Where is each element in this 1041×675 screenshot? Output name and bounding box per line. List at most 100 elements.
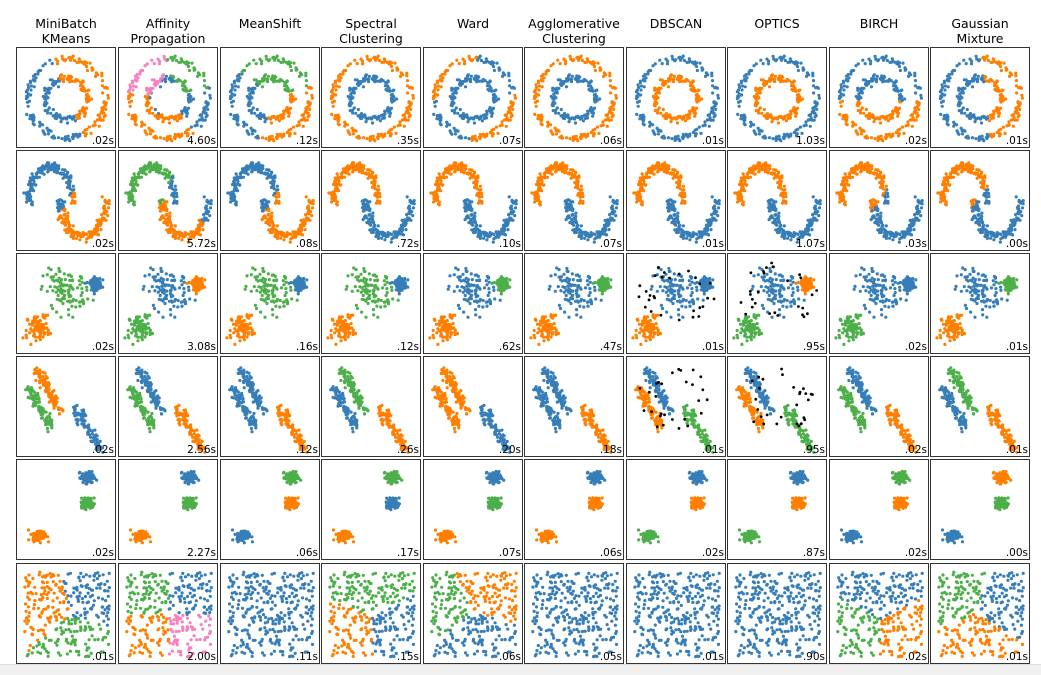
data-point xyxy=(256,108,259,111)
scatter-panel: .07s xyxy=(423,47,523,148)
data-point xyxy=(273,176,276,179)
data-point xyxy=(479,237,482,240)
data-point xyxy=(643,123,646,126)
data-point xyxy=(461,117,464,120)
data-point xyxy=(138,171,141,174)
data-point xyxy=(947,85,950,88)
data-point xyxy=(859,111,862,114)
data-point xyxy=(476,192,479,195)
data-point xyxy=(557,112,560,115)
data-point xyxy=(779,115,782,118)
data-point xyxy=(881,80,884,83)
data-point xyxy=(783,117,786,120)
data-point xyxy=(981,138,984,141)
data-point xyxy=(203,195,206,198)
data-point xyxy=(65,216,68,219)
data-point xyxy=(131,114,134,117)
data-point xyxy=(578,76,581,79)
runtime-label: .08s xyxy=(296,238,318,250)
data-point xyxy=(957,87,960,90)
data-point xyxy=(173,56,176,59)
data-point xyxy=(569,168,572,171)
data-point xyxy=(163,168,166,171)
data-point xyxy=(1000,69,1003,72)
data-point xyxy=(251,132,254,135)
data-point xyxy=(768,114,771,117)
data-point xyxy=(568,137,571,140)
data-point xyxy=(159,201,162,204)
data-point xyxy=(653,103,656,106)
data-point xyxy=(153,62,156,65)
data-point xyxy=(72,201,75,204)
data-point xyxy=(406,84,409,87)
data-point xyxy=(61,55,64,58)
data-point xyxy=(68,115,71,118)
data-point xyxy=(269,216,272,219)
data-point xyxy=(334,184,337,187)
data-point xyxy=(158,170,161,173)
data-point xyxy=(642,75,645,78)
data-point xyxy=(409,199,412,202)
data-point xyxy=(693,115,696,118)
data-point xyxy=(580,117,583,120)
data-point xyxy=(748,70,751,73)
data-point xyxy=(880,56,883,59)
data-point xyxy=(463,170,466,173)
data-point xyxy=(862,112,865,115)
data-point xyxy=(124,191,127,194)
data-point xyxy=(862,130,865,133)
data-point xyxy=(376,196,379,199)
data-point xyxy=(603,71,606,74)
data-point xyxy=(386,79,389,82)
data-point xyxy=(489,110,492,113)
data-point xyxy=(744,123,747,126)
data-point xyxy=(538,84,541,87)
data-point xyxy=(961,90,964,93)
data-point xyxy=(614,94,617,97)
data-point xyxy=(488,79,491,82)
data-point xyxy=(846,85,849,88)
data-point xyxy=(266,80,269,83)
data-point xyxy=(175,192,178,195)
data-point xyxy=(236,119,239,122)
data-point xyxy=(454,90,457,93)
data-point xyxy=(366,200,369,203)
data-point xyxy=(776,117,779,120)
data-point xyxy=(135,85,138,88)
data-point xyxy=(581,135,584,138)
data-point xyxy=(445,176,448,179)
data-point xyxy=(171,192,174,195)
data-point xyxy=(485,238,488,241)
data-point xyxy=(495,126,498,129)
data-point xyxy=(305,79,308,82)
data-point xyxy=(535,105,538,108)
data-point xyxy=(200,125,203,128)
data-point xyxy=(175,79,178,82)
data-point xyxy=(168,121,171,124)
data-point xyxy=(33,85,36,88)
data-point xyxy=(236,175,239,178)
data-point xyxy=(981,56,984,59)
data-point xyxy=(390,65,393,68)
data-point xyxy=(599,69,602,72)
data-point xyxy=(61,200,64,203)
data-point xyxy=(487,84,490,87)
data-point xyxy=(271,231,274,234)
data-point xyxy=(289,233,292,236)
data-point xyxy=(956,131,959,134)
data-point xyxy=(357,167,360,170)
data-point xyxy=(1016,119,1019,122)
data-point xyxy=(643,79,646,82)
data-point xyxy=(478,196,481,199)
data-point xyxy=(139,70,142,73)
runtime-label: .10s xyxy=(499,238,521,250)
data-point xyxy=(396,69,399,72)
data-point xyxy=(245,165,248,168)
data-point xyxy=(468,203,471,206)
data-point xyxy=(150,106,153,109)
data-point xyxy=(52,108,55,111)
data-point xyxy=(861,59,864,62)
data-point xyxy=(754,103,757,106)
data-point xyxy=(162,118,165,121)
data-point xyxy=(338,123,341,126)
